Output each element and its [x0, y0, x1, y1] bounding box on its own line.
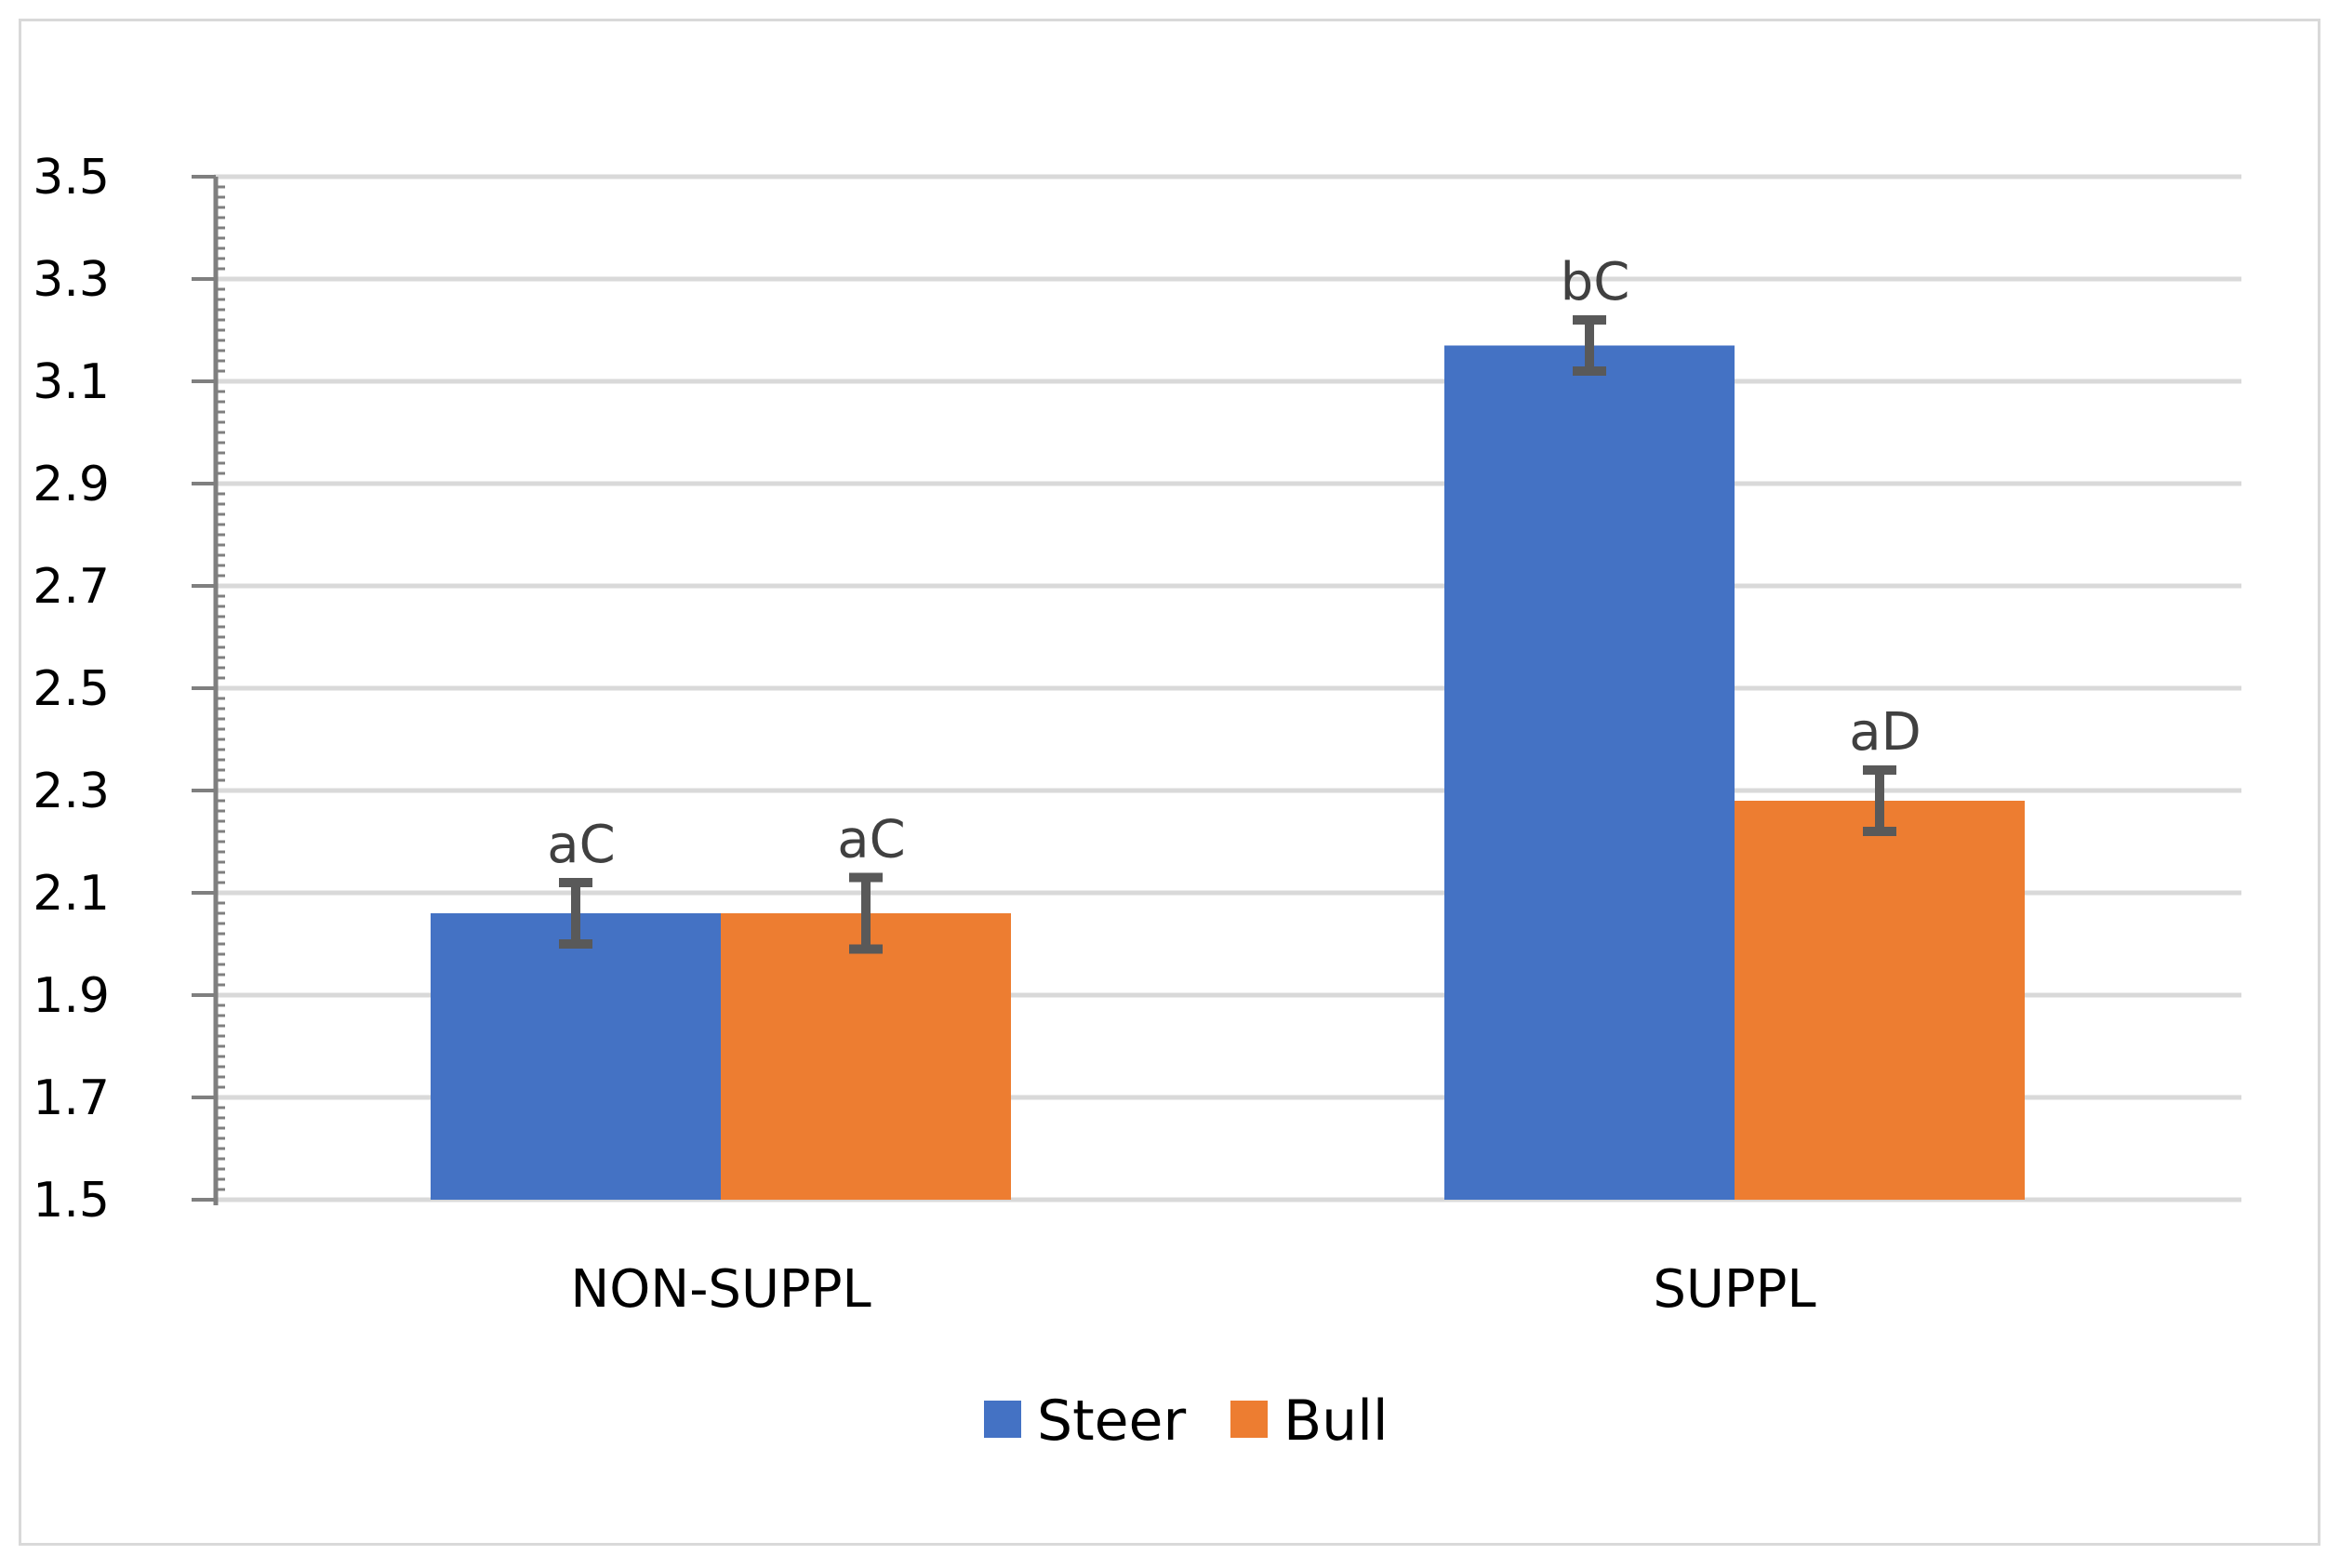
error-bars	[559, 315, 1896, 954]
y-tick-label: 2.7	[33, 559, 110, 615]
y-tick-label: 2.3	[33, 764, 110, 819]
y-tick-label: 2.9	[33, 457, 110, 512]
data-label: bC	[1561, 252, 1630, 312]
y-tick-label: 1.7	[33, 1070, 110, 1126]
legend-item-steer: Steer	[984, 1389, 1186, 1454]
error-bar-bull-suppl	[1863, 765, 1896, 836]
bar-steer-non-suppl	[431, 913, 721, 1200]
y-tick-label: 2.5	[33, 661, 110, 717]
data-label: aD	[1849, 702, 1921, 763]
legend-label: Bull	[1283, 1389, 1389, 1454]
data-label: aC	[547, 815, 615, 875]
legend-swatch	[1230, 1401, 1268, 1438]
legend-label: Steer	[1037, 1389, 1186, 1454]
chart-frame	[19, 19, 2320, 1546]
y-tick-label: 3.5	[33, 150, 110, 206]
y-axis: 1.5 1.7 1.9 2.1 2.3 2.5 2.7 2.9 3.1 3.3 3.5	[33, 150, 225, 1229]
bar-steer-suppl	[1444, 345, 1735, 1200]
legend-swatch	[984, 1401, 1021, 1438]
y-tick-label: 1.5	[33, 1173, 110, 1229]
y-tick-label: 3.1	[33, 354, 110, 410]
x-category-label: NON-SUPPL	[570, 1259, 871, 1320]
legend: Steer Bull	[984, 1389, 1389, 1454]
data-labels: aC aC bC aD	[547, 252, 1921, 875]
data-label: aC	[837, 810, 905, 870]
error-bar-bull-non-suppl	[849, 872, 883, 954]
error-bar-steer-non-suppl	[559, 878, 592, 949]
x-axis: NON-SUPPL SUPPL	[570, 1259, 1815, 1320]
bar-bull-non-suppl	[721, 913, 1011, 1200]
y-tick-label: 3.3	[33, 252, 110, 308]
error-bar-steer-suppl	[1573, 315, 1606, 376]
x-category-label: SUPPL	[1653, 1259, 1815, 1320]
bars	[431, 345, 2025, 1200]
y-tick-label: 2.1	[33, 866, 110, 922]
bar-bull-suppl	[1735, 801, 2025, 1200]
legend-item-bull: Bull	[1230, 1389, 1389, 1454]
y-tick-label: 1.9	[33, 968, 110, 1024]
